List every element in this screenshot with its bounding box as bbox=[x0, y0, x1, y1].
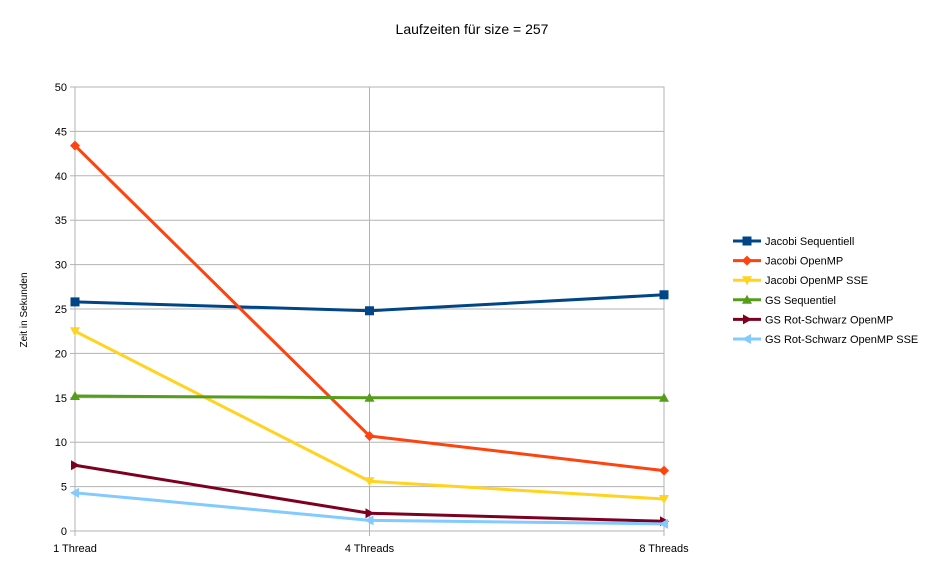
series-3 bbox=[70, 391, 669, 402]
series-2 bbox=[70, 327, 669, 505]
legend-marker bbox=[742, 276, 752, 286]
legend-entry: GS Rot-Schwarz OpenMP SSE bbox=[733, 334, 918, 346]
legend-entry: GS Sequentiel bbox=[733, 294, 836, 307]
data-point bbox=[70, 327, 80, 337]
y-tick-label: 30 bbox=[55, 260, 67, 272]
data-point bbox=[70, 391, 80, 401]
data-point bbox=[364, 515, 374, 526]
legend-marker bbox=[743, 314, 752, 325]
y-tick-label: 35 bbox=[55, 215, 67, 227]
y-tick-label: 0 bbox=[61, 526, 67, 538]
legend-entry: Jacobi Sequentiell bbox=[733, 236, 854, 248]
y-tick-label: 50 bbox=[55, 82, 67, 94]
y-tick-label: 10 bbox=[55, 437, 67, 449]
data-point bbox=[364, 430, 375, 441]
series-0 bbox=[70, 290, 669, 316]
legend-label: Jacobi OpenMP bbox=[765, 256, 843, 268]
x-tick-label: 1 Thread bbox=[53, 543, 97, 555]
x-tick-label: 4 Threads bbox=[345, 543, 395, 555]
legend: Jacobi Sequentiell Jacobi OpenMP Jacobi Op… bbox=[733, 236, 918, 346]
legend-label: Jacobi OpenMP SSE bbox=[765, 275, 868, 287]
y-axis-label: Zeit in Sekunden bbox=[19, 272, 30, 347]
x-tick-labels: 1 Thread 4 Threads 8 Threads bbox=[53, 543, 689, 555]
series-lines bbox=[70, 140, 669, 529]
y-tick-label: 25 bbox=[55, 304, 67, 316]
y-tick-label: 20 bbox=[55, 348, 67, 360]
data-point bbox=[364, 392, 375, 402]
legend-marker bbox=[742, 255, 752, 266]
legend-label: GS Rot-Schwarz OpenMP bbox=[765, 314, 893, 326]
axes bbox=[74, 86, 665, 532]
data-point bbox=[364, 477, 375, 487]
legend-entry: Jacobi OpenMP SSE bbox=[733, 275, 868, 287]
data-point bbox=[71, 460, 80, 471]
data-point bbox=[659, 465, 669, 476]
legend-marker bbox=[742, 334, 751, 344]
series-5 bbox=[70, 487, 668, 529]
legend-entry: Jacobi OpenMP bbox=[733, 255, 843, 268]
data-point bbox=[365, 306, 374, 316]
y-tick-label: 5 bbox=[61, 482, 67, 494]
legend-label: GS Rot-Schwarz OpenMP SSE bbox=[765, 334, 918, 346]
legend-label: Jacobi Sequentiell bbox=[765, 236, 854, 248]
chart-title: Laufzeiten für size = 257 bbox=[396, 21, 549, 37]
x-tick-label: 8 Threads bbox=[639, 543, 689, 555]
data-point bbox=[659, 290, 669, 300]
data-point bbox=[659, 495, 669, 505]
y-tick-labels: 0 5 10 15 20 25 30 35 40 45 50 bbox=[55, 82, 67, 538]
y-tick-label: 40 bbox=[55, 171, 67, 183]
data-point bbox=[70, 297, 80, 307]
legend-entry: GS Rot-Schwarz OpenMP bbox=[733, 314, 893, 326]
y-tick-label: 15 bbox=[55, 393, 67, 405]
series-1 bbox=[70, 140, 669, 476]
data-point bbox=[70, 487, 79, 498]
data-point bbox=[365, 508, 375, 519]
data-point bbox=[659, 518, 668, 529]
plot-frame bbox=[74, 86, 665, 532]
legend-marker bbox=[742, 236, 752, 246]
data-point bbox=[659, 392, 669, 402]
data-point bbox=[70, 140, 80, 151]
y-tick-label: 45 bbox=[55, 126, 67, 138]
legend-marker bbox=[742, 294, 752, 304]
legend-label: GS Sequentiel bbox=[765, 295, 836, 307]
